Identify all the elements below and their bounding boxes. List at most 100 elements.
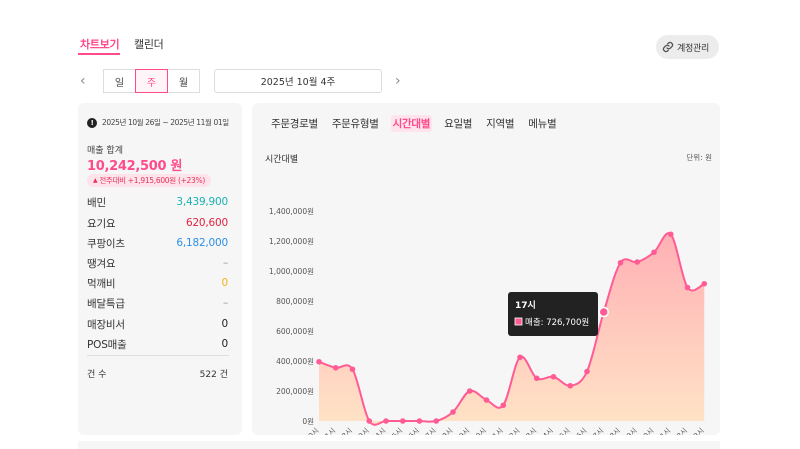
x-tick-label: 22시 xyxy=(672,427,689,435)
x-tick-label: 23시 xyxy=(689,427,706,435)
date-range-text: 2025년 10월 26일 ~ 2025년 11월 01일 xyxy=(102,118,229,127)
chart-card: 주문경로별 주문유형별 시간대별 요일별 지역별 메뉴별 시간대별 단위: 원 0원 200… xyxy=(252,103,720,435)
summary-divider xyxy=(87,355,229,356)
data-point xyxy=(450,409,456,415)
tab-chart-view[interactable]: 차트보기 xyxy=(80,38,120,51)
app: 차트보기 캘린더 계정관리 ‹ 일 주 월 2025년 10월 4주 › ! 2… xyxy=(78,28,720,449)
subtab[interactable]: 요일별 xyxy=(444,118,473,130)
data-point xyxy=(651,249,657,256)
subtab[interactable]: 메뉴별 xyxy=(528,118,557,130)
data-point xyxy=(617,259,624,266)
week-selector[interactable]: 2025년 10월 4주 xyxy=(214,69,382,93)
y-tick-label: 600,000원 xyxy=(276,327,314,336)
channel-row: 배달특급 – xyxy=(87,296,228,310)
sales-total-value: 10,242,500 원 xyxy=(87,159,183,174)
data-point xyxy=(433,418,440,424)
channel-value: 0 xyxy=(221,318,229,330)
data-point xyxy=(332,364,339,371)
data-point xyxy=(366,418,373,424)
data-point xyxy=(500,402,507,409)
data-point xyxy=(466,388,473,394)
x-tick-label: 15시 xyxy=(555,427,572,435)
data-point xyxy=(598,306,609,318)
hourly-sales-chart: 0원 200,000원 400,000원 600,000원 800,000원 1,000,… xyxy=(269,207,708,435)
x-tick-label: 03시 xyxy=(354,427,371,435)
x-tick-label: 21시 xyxy=(656,427,673,435)
area-fill xyxy=(319,233,705,425)
x-tick-label: 18시 xyxy=(605,427,622,435)
info-icon: ! xyxy=(87,117,97,128)
channel-label: 땡겨요 xyxy=(87,257,116,270)
x-tick-label: 16시 xyxy=(572,427,589,435)
prev-period-chevron-icon[interactable]: ‹ xyxy=(80,73,86,89)
channel-value: – xyxy=(222,297,228,309)
x-tick-label: 07시 xyxy=(421,427,438,435)
summary-card: ! 2025년 10월 26일 ~ 2025년 11월 01일 매출 합계 10… xyxy=(78,103,242,435)
channel-value: 0 xyxy=(221,277,229,289)
channel-label: 요기요 xyxy=(87,217,116,230)
y-tick-label: 800,000원 xyxy=(276,297,314,306)
channel-row: 매장비서 0 xyxy=(87,317,228,331)
data-point xyxy=(701,280,708,287)
tooltip-swatch xyxy=(514,317,523,326)
channel-label: 배민 xyxy=(87,196,106,209)
order-count-label: 건 수 xyxy=(87,370,107,380)
account-settings-button[interactable]: 계정관리 xyxy=(656,35,719,59)
x-tick-label: 05시 xyxy=(388,427,405,435)
data-point xyxy=(399,418,406,424)
top-nav: 차트보기 캘린더 계정관리 xyxy=(78,28,720,59)
period-day-button[interactable]: 일 xyxy=(103,69,136,93)
channel-value: 6,182,000 xyxy=(176,237,228,249)
week-delta-text: 전주대비 +1,915,600원 (+23%) xyxy=(99,176,205,185)
period-month-button[interactable]: 월 xyxy=(167,69,200,93)
data-point xyxy=(533,375,540,382)
data-point xyxy=(349,366,356,373)
x-tick-label: 02시 xyxy=(337,427,354,435)
x-tick-label: 10시 xyxy=(471,427,488,435)
tooltip-title: 17시 xyxy=(515,300,536,311)
period-bar: ‹ 일 주 월 2025년 10월 4주 › xyxy=(78,66,720,96)
channel-label: 쿠팡이츠 xyxy=(87,237,125,250)
channel-value: – xyxy=(222,257,228,269)
next-period-chevron-icon[interactable]: › xyxy=(395,73,401,89)
channel-value: 3,439,900 xyxy=(176,196,228,208)
channel-row: 요기요 620,600 xyxy=(87,216,228,230)
subtab[interactable]: 시간대별 xyxy=(390,115,433,132)
channel-label: 먹깨비 xyxy=(87,277,116,290)
x-tick-label: 01시 xyxy=(321,427,338,435)
y-tick-label: 0원 xyxy=(302,417,314,426)
week-delta-badge: ▲ 전주대비 +1,915,600원 (+23%) xyxy=(87,174,211,187)
tab-calendar[interactable]: 캘린더 xyxy=(134,38,164,51)
tooltip-box xyxy=(508,292,598,336)
channel-label: 매장비서 xyxy=(87,318,125,331)
data-point xyxy=(567,382,574,389)
data-point xyxy=(584,368,590,375)
chart-unit: 단위: 원 xyxy=(686,153,712,162)
account-settings-label: 계정관리 xyxy=(677,43,709,54)
y-tick-label: 1,000,000원 xyxy=(269,267,314,276)
x-tick-label: 04시 xyxy=(371,427,388,435)
channel-row: 먹깨비 0 xyxy=(87,276,228,290)
y-tick-label: 400,000원 xyxy=(276,357,314,366)
x-tick-label: 20시 xyxy=(639,427,656,435)
subtab[interactable]: 지역별 xyxy=(486,118,515,130)
y-tick-label: 200,000원 xyxy=(276,387,314,396)
sales-total-label: 매출 합계 xyxy=(87,146,123,156)
up-triangle-icon: ▲ xyxy=(93,177,98,184)
link-icon xyxy=(662,41,674,53)
tooltip-label: 매출: 726,700원 xyxy=(525,317,589,328)
x-tick-label: 19시 xyxy=(622,427,639,435)
data-point xyxy=(667,231,674,238)
subtab[interactable]: 주문경로별 xyxy=(271,118,318,130)
x-tick-label: 08시 xyxy=(438,427,455,435)
chart-subtabs: 주문경로별 주문유형별 시간대별 요일별 지역별 메뉴별 xyxy=(269,115,558,132)
subtab[interactable]: 주문유형별 xyxy=(331,118,379,130)
x-tick-label: 12시 xyxy=(505,427,522,435)
x-tick-label: 14시 xyxy=(538,427,555,435)
data-point xyxy=(517,354,523,361)
period-week-button[interactable]: 주 xyxy=(135,69,168,93)
y-tick-label: 1,400,000원 xyxy=(269,207,314,216)
channel-value: 620,600 xyxy=(185,217,228,229)
data-point xyxy=(634,259,641,265)
